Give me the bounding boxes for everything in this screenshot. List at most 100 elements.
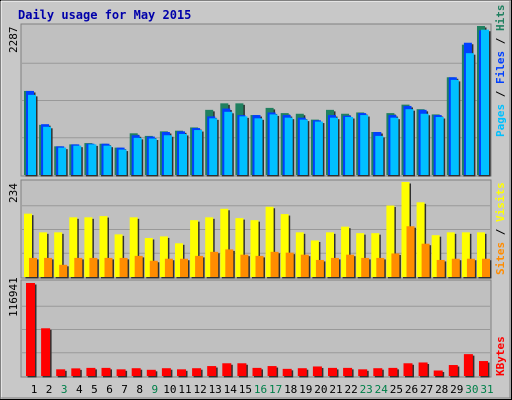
pages-bar-21 <box>330 117 338 175</box>
kbytes-bar-9 <box>146 369 156 376</box>
visits-bar-9 <box>144 238 153 277</box>
pages-bar-10 <box>163 135 172 175</box>
legend-visits: Visits <box>494 182 507 222</box>
visits-bar-16 <box>250 220 259 277</box>
sites-bar-16 <box>255 255 264 277</box>
kbytes-bar-28 <box>433 370 443 376</box>
top-y-tick-label: 2287 <box>7 27 20 54</box>
pages-bar-14 <box>224 111 233 175</box>
visits-bar-20 <box>310 240 319 277</box>
x-tick-label-31: 31 <box>480 383 493 396</box>
middle-legend: Sites / Visits <box>494 182 507 275</box>
kbytes-bar-8 <box>131 368 141 376</box>
visits-bar-17 <box>265 206 274 277</box>
visits-bar-22 <box>341 226 350 277</box>
pages-bar-3 <box>58 147 67 175</box>
kbytes-bar-3 <box>56 369 66 376</box>
sites-bar-18 <box>285 252 294 277</box>
visits-bar-25 <box>386 205 395 277</box>
visits-bar-2 <box>39 232 48 277</box>
sites-bar-4 <box>74 257 83 277</box>
legend-sep-3: / <box>494 222 507 242</box>
x-tick-label-18: 18 <box>284 383 297 396</box>
sites-bar-10 <box>164 258 173 277</box>
visits-bar-1 <box>24 213 32 277</box>
bottom-y-tick-label: 116941 <box>7 277 20 317</box>
top-legend: Pages / Files / Hits <box>494 5 507 138</box>
x-tick-label-2: 2 <box>46 383 53 396</box>
visits-bar-28 <box>431 235 440 277</box>
kbytes-bar-30 <box>463 354 473 376</box>
visits-bar-14 <box>220 208 229 277</box>
sites-bar-13 <box>210 251 219 277</box>
pages-bar-28 <box>435 117 444 175</box>
kbytes-bar-6 <box>101 367 111 376</box>
visits-bar-11 <box>175 243 183 277</box>
bottom-legend: KBytes <box>494 336 507 376</box>
visits-bar-31 <box>477 232 485 277</box>
sites-bar-3 <box>59 264 68 277</box>
kbytes-bar-17 <box>267 366 277 376</box>
kbytes-bar-25 <box>388 367 398 376</box>
visits-bar-18 <box>280 214 289 277</box>
x-tick-label-28: 28 <box>435 383 448 396</box>
sites-bar-31 <box>482 258 490 277</box>
chart-title: Daily usage for May 2015 <box>18 8 191 22</box>
sites-bar-29 <box>451 258 460 277</box>
x-tick-label-27: 27 <box>420 383 433 396</box>
x-tick-label-19: 19 <box>299 383 312 396</box>
visits-bar-3 <box>54 232 63 277</box>
sites-bar-24 <box>376 257 385 277</box>
sites-bar-9 <box>149 260 158 277</box>
visits-bar-7 <box>114 234 123 277</box>
kbytes-bar-23 <box>358 369 368 376</box>
visits-bar-19 <box>295 232 304 277</box>
pages-bar-15 <box>239 116 248 175</box>
visits-bar-10 <box>159 236 168 277</box>
x-tick-label-26: 26 <box>405 383 418 396</box>
sites-bar-21 <box>331 257 339 277</box>
visits-bar-29 <box>446 232 455 277</box>
visits-bar-13 <box>205 217 214 277</box>
kbytes-bar-2 <box>41 328 51 376</box>
x-tick-label-9: 9 <box>151 383 158 396</box>
sites-bar-26 <box>406 226 415 277</box>
pages-bar-23 <box>360 115 369 175</box>
bar-layer <box>24 26 492 378</box>
visits-bar-26 <box>401 182 410 277</box>
sites-bar-27 <box>421 243 430 277</box>
pages-bar-9 <box>148 138 157 175</box>
legend-kbytes: KBytes <box>494 336 507 376</box>
pages-bar-27 <box>420 113 429 175</box>
sites-bar-14 <box>225 249 234 277</box>
x-tick-label-10: 10 <box>163 383 176 396</box>
x-tick-label-15: 15 <box>239 383 252 396</box>
kbytes-bar-1 <box>26 283 35 376</box>
bottom-panel <box>20 279 492 378</box>
sites-bar-22 <box>346 254 355 277</box>
x-tick-label-6: 6 <box>106 383 113 396</box>
pages-bar-6 <box>103 145 112 175</box>
kbytes-bar-21 <box>328 367 337 376</box>
sites-bar-25 <box>391 253 400 277</box>
sites-bar-17 <box>270 251 279 277</box>
visits-bar-15 <box>235 218 244 277</box>
kbytes-bar-11 <box>177 369 186 376</box>
x-tick-label-8: 8 <box>136 383 143 396</box>
visits-bar-4 <box>69 217 78 277</box>
kbytes-bar-13 <box>207 366 217 376</box>
sites-bar-19 <box>300 254 309 277</box>
x-tick-label-29: 29 <box>450 383 463 396</box>
kbytes-bar-7 <box>116 369 126 376</box>
kbytes-bar-27 <box>418 362 428 376</box>
sites-bar-6 <box>104 257 113 277</box>
x-tick-label-11: 11 <box>178 383 191 396</box>
x-tick-label-25: 25 <box>390 383 403 396</box>
x-tick-label-13: 13 <box>209 383 222 396</box>
visits-bar-27 <box>416 202 425 277</box>
x-tick-label-7: 7 <box>121 383 128 396</box>
pages-bar-18 <box>284 117 293 175</box>
sites-bar-2 <box>44 257 53 277</box>
pages-bar-17 <box>269 114 278 175</box>
